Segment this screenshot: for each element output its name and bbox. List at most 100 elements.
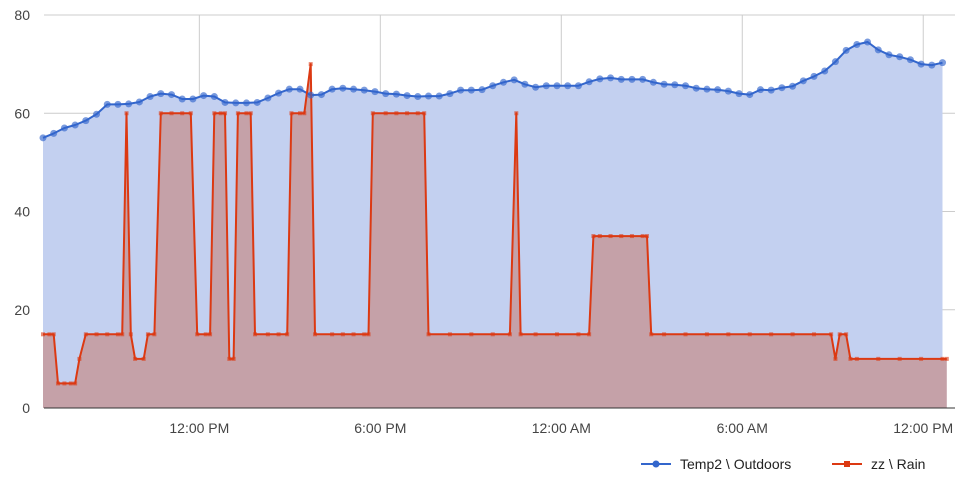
data-point-rain[interactable] [394,111,399,116]
legend-item-rain[interactable]: zz \ Rain [832,456,925,472]
data-point-rain[interactable] [180,111,185,116]
data-point-rain[interactable] [308,62,313,67]
data-point-rain[interactable] [591,234,596,239]
data-point-temp[interactable] [478,86,486,94]
data-point-temp[interactable] [414,93,422,101]
data-point-rain[interactable] [77,356,82,361]
data-point-temp[interactable] [885,51,893,59]
data-point-rain[interactable] [276,332,281,337]
data-point-rain[interactable] [619,234,624,239]
data-point-rain[interactable] [644,234,649,239]
data-point-temp[interactable] [403,92,411,100]
data-point-rain[interactable] [854,356,859,361]
data-point-temp[interactable] [799,77,807,85]
data-point-temp[interactable] [617,75,625,83]
data-point-rain[interactable] [169,111,174,116]
data-point-temp[interactable] [146,93,154,101]
data-point-rain[interactable] [769,332,774,337]
data-point-rain[interactable] [944,356,949,361]
data-point-rain[interactable] [41,332,45,337]
data-point-rain[interactable] [507,332,512,337]
data-point-temp[interactable] [499,78,507,86]
data-point-rain[interactable] [876,356,881,361]
data-point-temp[interactable] [789,82,797,90]
data-point-temp[interactable] [221,98,229,106]
data-point-rain[interactable] [55,381,60,386]
data-point-temp[interactable] [93,110,101,118]
data-point-rain[interactable] [330,332,335,337]
data-point-temp[interactable] [521,80,529,88]
data-point-rain[interactable] [576,332,581,337]
data-point-rain[interactable] [844,332,849,337]
data-point-temp[interactable] [853,40,861,48]
data-point-rain[interactable] [212,111,217,116]
data-point-temp[interactable] [810,72,818,80]
data-point-temp[interactable] [210,93,218,101]
data-point-rain[interactable] [587,332,592,337]
data-point-rain[interactable] [289,111,294,116]
data-point-rain[interactable] [370,111,375,116]
legend-item-temp[interactable]: Temp2 \ Outdoors [641,456,791,472]
data-point-rain[interactable] [203,332,208,337]
data-point-rain[interactable] [490,332,495,337]
data-point-rain[interactable] [128,332,133,337]
data-point-temp[interactable] [564,82,572,90]
data-point-rain[interactable] [248,111,253,116]
data-point-temp[interactable] [382,90,390,98]
data-point-temp[interactable] [232,99,240,107]
data-point-rain[interactable] [514,111,519,116]
data-point-rain[interactable] [120,332,125,337]
data-point-rain[interactable] [235,111,240,116]
data-point-rain[interactable] [747,332,752,337]
data-point-temp[interactable] [253,98,261,106]
data-point-rain[interactable] [145,332,150,337]
data-point-temp[interactable] [756,86,764,94]
data-point-temp[interactable] [939,59,947,67]
data-point-rain[interactable] [608,234,613,239]
data-point-rain[interactable] [51,332,56,337]
data-point-rain[interactable] [141,356,146,361]
data-point-rain[interactable] [152,332,157,337]
data-point-temp[interactable] [735,90,743,98]
data-point-temp[interactable] [639,75,647,83]
data-point-rain[interactable] [223,111,228,116]
data-point-rain[interactable] [124,111,129,116]
data-point-rain[interactable] [227,356,232,361]
data-point-temp[interactable] [457,86,465,94]
data-point-rain[interactable] [518,332,523,337]
data-point-rain[interactable] [383,111,388,116]
data-point-rain[interactable] [158,111,163,116]
data-point-rain[interactable] [115,332,120,337]
data-point-temp[interactable] [264,94,272,102]
data-point-temp[interactable] [360,86,368,94]
data-point-rain[interactable] [405,111,410,116]
data-point-rain[interactable] [897,356,902,361]
data-point-temp[interactable] [50,129,58,137]
data-point-temp[interactable] [714,86,722,94]
data-point-temp[interactable] [553,82,561,90]
data-point-temp[interactable] [435,92,443,100]
data-point-temp[interactable] [425,92,433,100]
data-point-temp[interactable] [339,84,347,92]
data-point-temp[interactable] [168,91,176,99]
data-point-temp[interactable] [200,92,208,100]
data-point-rain[interactable] [312,332,317,337]
data-point-temp[interactable] [746,91,754,99]
data-point-rain[interactable] [133,356,138,361]
data-point-rain[interactable] [362,332,367,337]
data-point-rain[interactable] [366,332,371,337]
data-point-rain[interactable] [726,332,731,337]
data-point-rain[interactable] [188,111,193,116]
data-point-temp[interactable] [392,90,400,98]
data-point-temp[interactable] [607,74,615,82]
data-point-temp[interactable] [71,121,79,129]
data-point-temp[interactable] [585,78,593,86]
data-point-temp[interactable] [682,82,690,90]
data-point-temp[interactable] [328,85,336,93]
data-point-rain[interactable] [704,332,709,337]
data-point-temp[interactable] [724,87,732,95]
data-point-rain[interactable] [231,356,236,361]
data-point-temp[interactable] [906,56,914,64]
data-point-temp[interactable] [896,53,904,61]
data-point-temp[interactable] [446,90,454,98]
